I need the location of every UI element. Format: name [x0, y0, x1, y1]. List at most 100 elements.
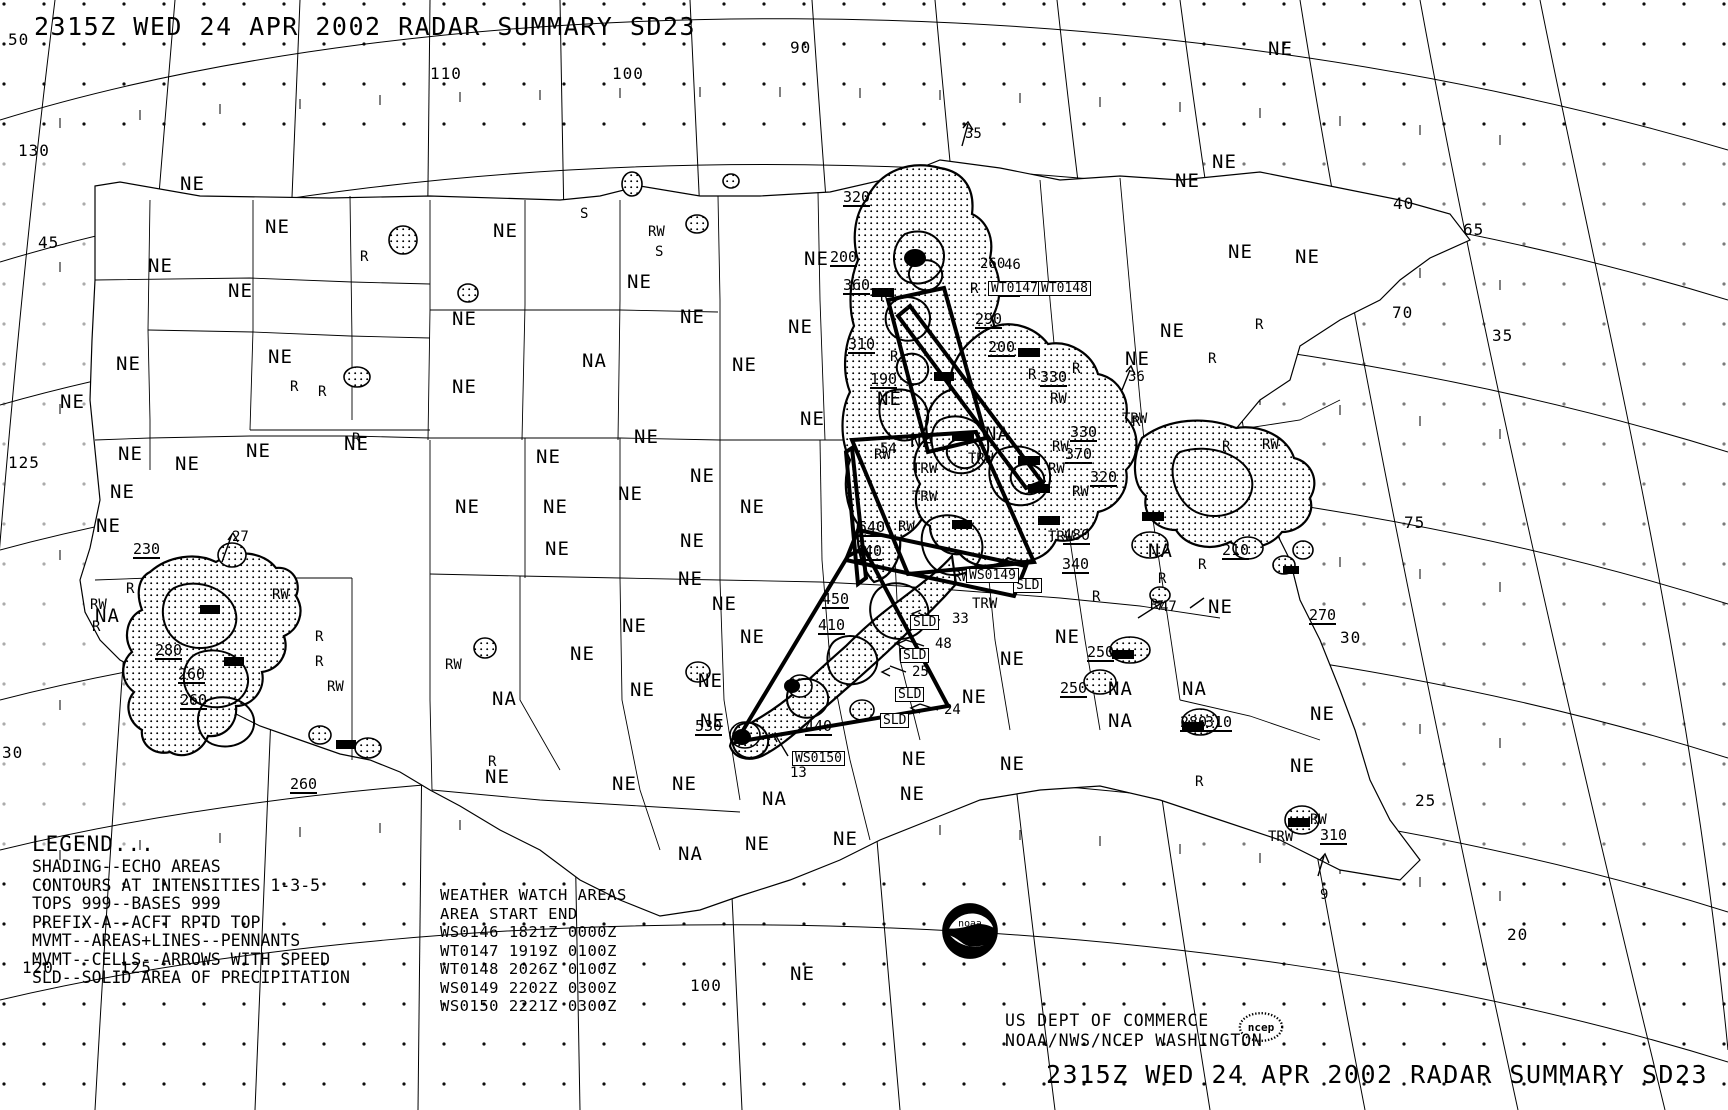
precip-type-label: R — [890, 349, 899, 365]
graticule-label: 100 — [612, 64, 644, 83]
agency-line-1: US DEPT OF COMMERCE — [1005, 1011, 1209, 1030]
cell-speed-label: 47 — [1160, 599, 1177, 615]
precip-type-label: R — [352, 431, 361, 447]
watch-table-row: WS0149 2202Z 0300Z — [440, 978, 617, 997]
no-echo-label: NE — [630, 679, 655, 701]
precip-type-label: R — [315, 654, 324, 670]
watch-box-id-label: WT0148 — [1038, 281, 1091, 296]
precip-type-label: TRW — [912, 461, 938, 477]
ncep-logo-icon: ncep — [1238, 1012, 1284, 1042]
cell-speed-label: 25 — [912, 664, 929, 680]
watch-table-row: WS0150 2221Z 0300Z — [440, 997, 617, 1015]
no-echo-label: NE — [455, 496, 480, 518]
graticule-label: 100 — [690, 976, 722, 995]
graticule-label: 110 — [430, 64, 462, 83]
watch-boxes[interactable] — [732, 285, 1046, 745]
precip-type-label: RW — [1048, 461, 1065, 477]
echo-top-label: 280 — [155, 641, 183, 660]
no-echo-label: NE — [1175, 170, 1200, 192]
graticule-label: 30 — [1340, 628, 1362, 647]
cell-speed-label: 35 — [965, 126, 982, 142]
no-echo-label: NE — [712, 593, 737, 615]
no-echo-label: NE — [740, 626, 765, 648]
precip-type-label: R — [1150, 597, 1159, 613]
ncep-logo-text: ncep — [1248, 1021, 1275, 1034]
legend-lines: SHADING--ECHO AREAS CONTOURS AT INTENSITI… — [32, 857, 350, 988]
no-echo-label: NE — [804, 248, 829, 270]
echo-top-label: 260 — [290, 775, 318, 794]
cell-speed-label: 46 — [1004, 257, 1021, 273]
echo-top-label: 310 — [1320, 826, 1348, 845]
precip-type-label: TRW — [972, 596, 998, 612]
legend-line: TOPS 999--BASES 999 — [32, 894, 221, 913]
legend-block: LEGEND... SHADING--ECHO AREAS CONTOURS AT… — [32, 834, 350, 988]
precip-type-label: TRW — [912, 489, 938, 505]
echo-top-label: 320 — [1090, 468, 1118, 487]
no-echo-label: NE — [1000, 753, 1025, 775]
precip-type-label: R — [1255, 317, 1264, 333]
echo-top-label: 200 — [830, 248, 858, 267]
no-echo-label: NE — [1055, 626, 1080, 648]
watch-box-ws0150-n — [843, 527, 1029, 599]
echo-top-label: 330 — [1040, 368, 1068, 387]
echo-top-label: 250 — [1060, 679, 1088, 698]
not-available-label: NA — [492, 688, 517, 710]
no-echo-label: NE — [1160, 320, 1185, 342]
no-echo-label: NE — [900, 783, 925, 805]
no-echo-label: NE — [536, 446, 561, 468]
no-echo-label: NE — [110, 481, 135, 503]
precip-type-label: R — [290, 379, 299, 395]
not-available-label: NA — [1182, 678, 1207, 700]
watch-box-ws0149 — [849, 429, 1037, 577]
precip-type-label: RW — [953, 569, 970, 585]
no-echo-label: NE — [1268, 38, 1293, 60]
graticule-label: 20 — [1507, 925, 1529, 944]
no-echo-label: NE — [545, 538, 570, 560]
no-echo-label: NE — [634, 426, 659, 448]
graticule-label: 70 — [1392, 303, 1414, 322]
not-available-label: NA — [762, 788, 787, 810]
precip-type-label: RW — [445, 657, 462, 673]
precip-type-label: R — [1222, 439, 1231, 455]
no-echo-label: NE — [877, 388, 902, 410]
cell-speed-label: 24 — [944, 702, 961, 718]
precip-type-label: R — [1132, 414, 1141, 430]
solid-area-label: SLD — [910, 615, 940, 630]
watch-table-body: WS0146 1821Z 0000Z WT0147 1919Z 0100Z WT… — [440, 923, 627, 1016]
no-echo-label: NE — [543, 496, 568, 518]
precip-type-label: TRW — [968, 451, 994, 467]
echo-top-label: 260 — [180, 691, 208, 710]
echo-top-label: 200 — [988, 338, 1016, 357]
precip-type-label: RW — [874, 447, 891, 463]
no-echo-label: NE — [962, 686, 987, 708]
precip-type-label: RW — [648, 224, 665, 240]
precip-type-label: R — [318, 384, 327, 400]
agency-line-2: NOAA/NWS/NCEP WASHINGTON — [1005, 1031, 1263, 1050]
noaa-logo-text: noaa — [958, 918, 982, 929]
no-echo-label: NE — [570, 643, 595, 665]
solid-area-label: SLD — [895, 687, 925, 702]
cell-speed-label: 9 — [1320, 887, 1329, 903]
watch-table-row: WT0147 1919Z 0100Z — [440, 941, 617, 960]
echo-top-label: 540 — [858, 518, 886, 537]
graticule-label: 45 — [38, 233, 60, 252]
watch-table-title: WEATHER WATCH AREAS — [440, 886, 627, 904]
precip-type-label: R — [126, 581, 135, 597]
not-available-label: NA — [1148, 540, 1173, 562]
not-available-label: NA — [678, 843, 703, 865]
echo-top-label: 280 — [1180, 713, 1208, 732]
precip-type-label: R — [1028, 367, 1037, 383]
no-echo-label: NE — [833, 828, 858, 850]
solid-area-label: SLD — [1013, 578, 1043, 593]
solid-area-label: SLD — [900, 648, 930, 663]
no-echo-label: NE — [618, 483, 643, 505]
precip-type-label: R — [1208, 351, 1217, 367]
echo-top-label: 530 — [695, 717, 723, 736]
echo-top-label: 450 — [822, 590, 850, 609]
noaa-logo-icon: noaa — [942, 903, 998, 959]
graticule-label: 40 — [1393, 194, 1415, 213]
echo-top-label: 330 — [1070, 423, 1098, 442]
cell-speed-label: 27 — [232, 529, 249, 545]
watch-box-wt0147 — [885, 285, 989, 455]
